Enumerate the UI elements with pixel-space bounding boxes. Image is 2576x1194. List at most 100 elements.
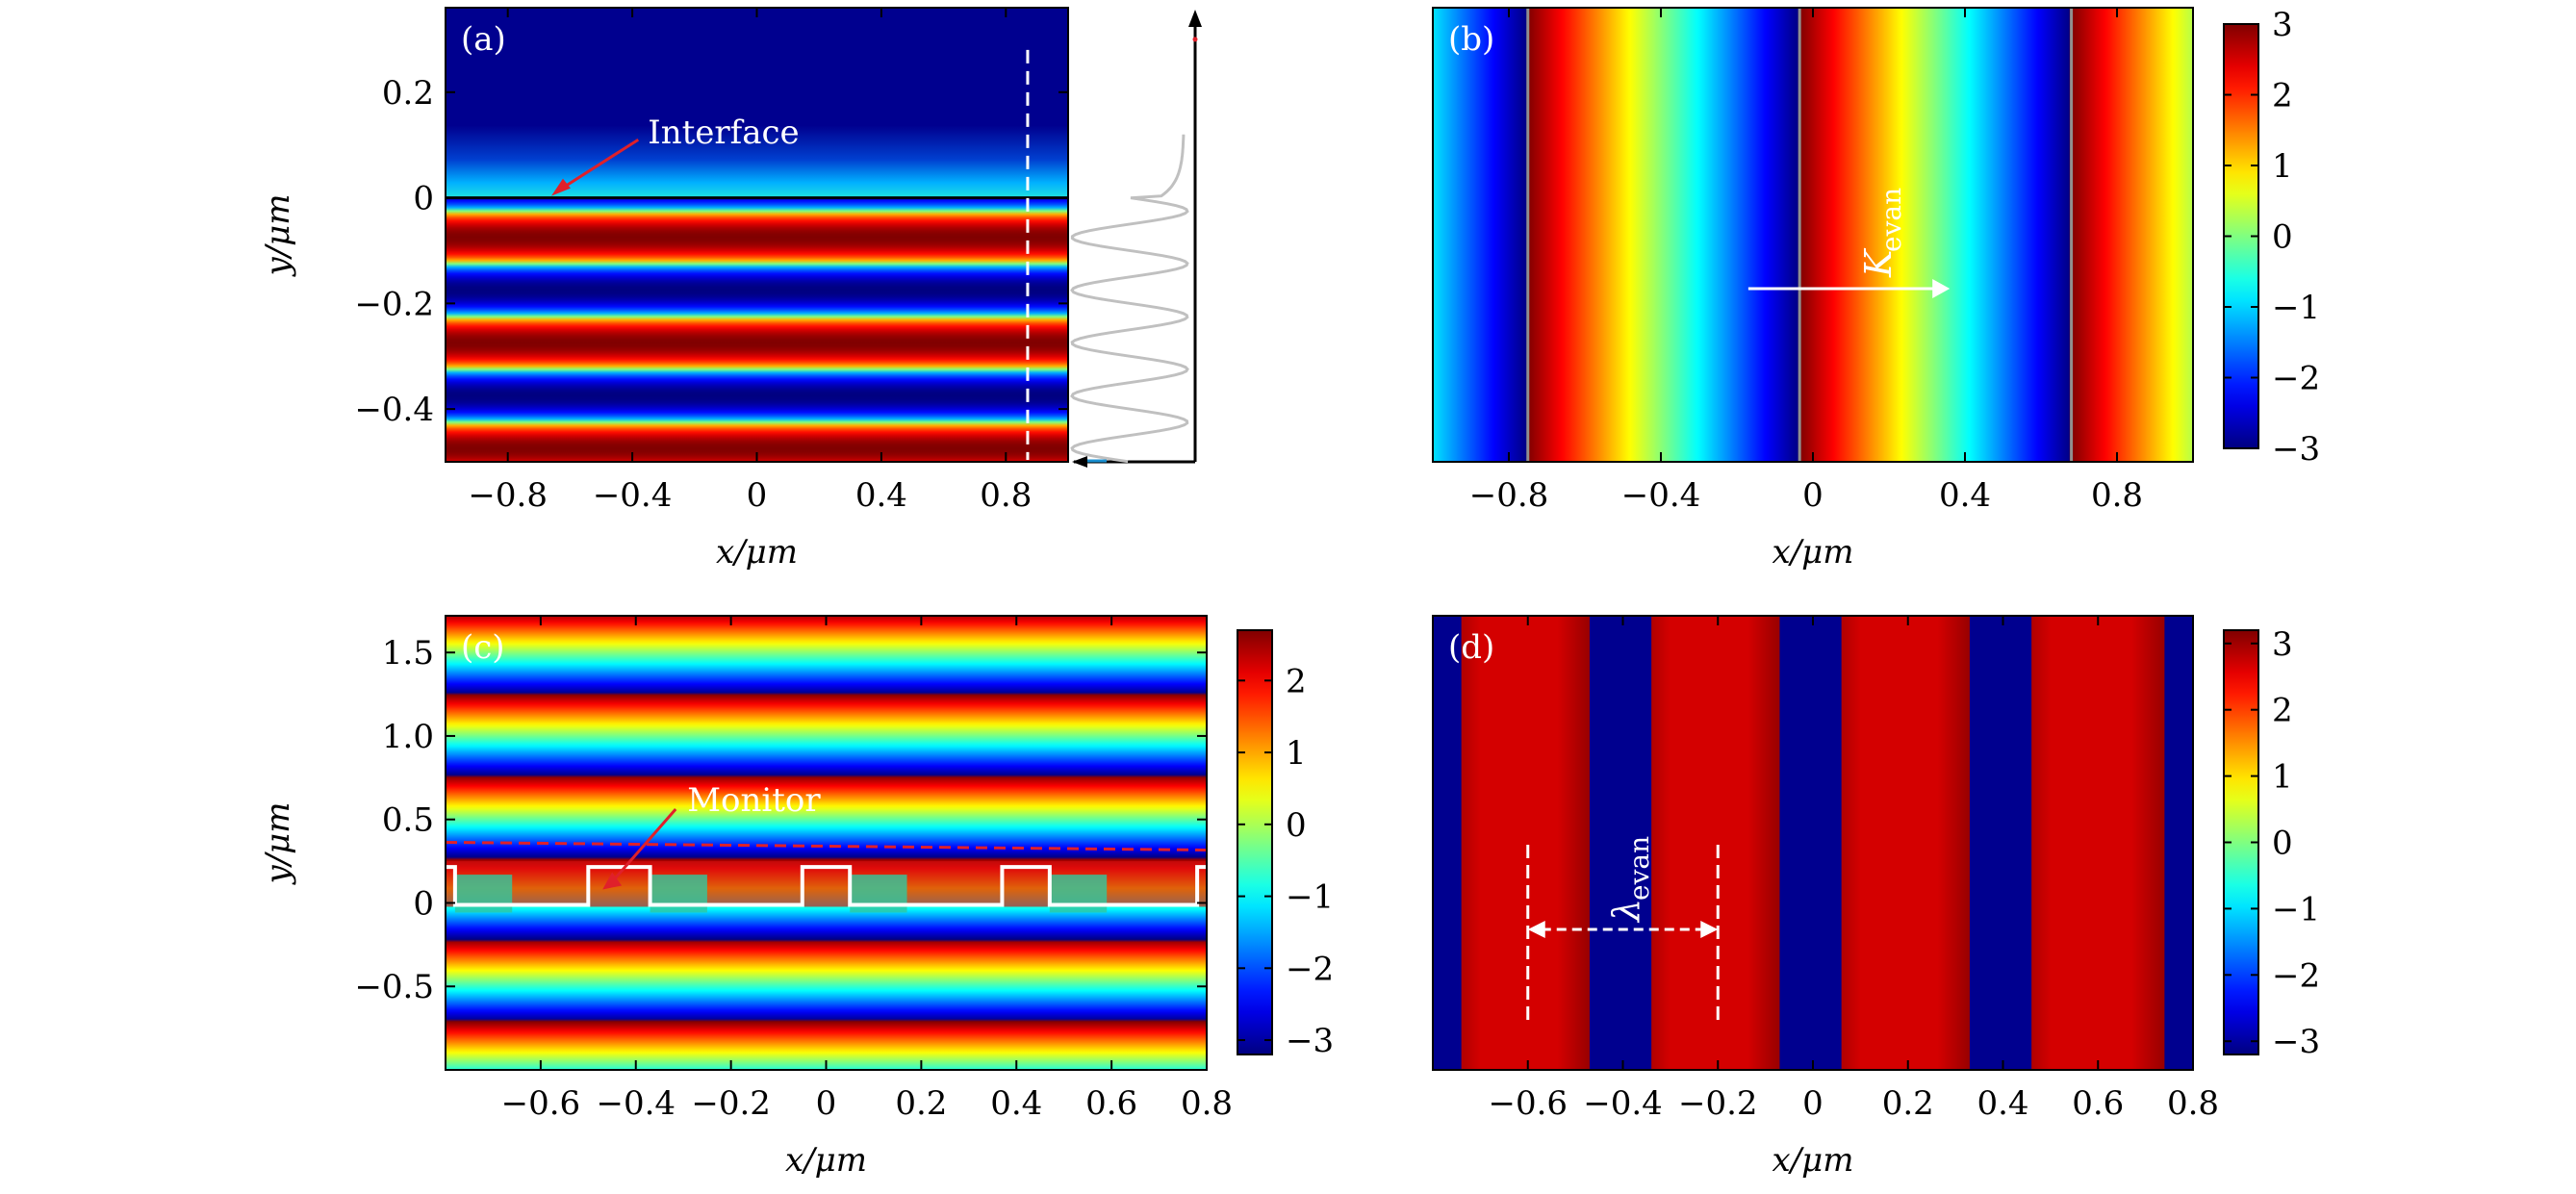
lambda-arrowhead-right bbox=[1700, 921, 1719, 938]
y-tick-label: 1.5 bbox=[382, 634, 434, 673]
red-phase-band bbox=[1651, 616, 1780, 1070]
x-tick-label: 0.4 bbox=[990, 1084, 1042, 1123]
colorbar-tick-label: 2 bbox=[1286, 662, 1307, 700]
panel-b-field bbox=[1433, 8, 2193, 462]
interface-annotation-arrow bbox=[558, 138, 640, 191]
y-tick-label: −0.2 bbox=[354, 285, 434, 323]
x-tick-label: 0.4 bbox=[1977, 1084, 2028, 1123]
inset-marker-dot bbox=[1192, 37, 1198, 42]
panel-c-overlays bbox=[445, 808, 1208, 913]
x-tick-label: 0.6 bbox=[2072, 1084, 2124, 1123]
red-phase-band bbox=[1841, 616, 1970, 1070]
meta-atom-core bbox=[650, 875, 707, 913]
panel-c-colorbar: 2 1 0 −1 −2 −3 bbox=[1237, 629, 1334, 1060]
panel-c-label: (c) bbox=[461, 628, 505, 667]
x-tick-label: 0.8 bbox=[2091, 476, 2143, 515]
x-tick-label: 0.2 bbox=[895, 1084, 947, 1123]
meta-atom-core bbox=[850, 875, 907, 913]
panel-c: −0.6 −0.4 −0.2 0 0.2 0.4 0.6 0.81.51.00.50−0.5 … bbox=[259, 615, 1334, 1180]
panel-a-label: (a) bbox=[461, 20, 506, 59]
phase-gradient-field bbox=[1433, 8, 2193, 462]
x-tick-label: −0.4 bbox=[596, 1084, 676, 1123]
panel-a-field bbox=[446, 8, 1068, 462]
y-tick-label: 0 bbox=[413, 884, 434, 923]
panel-c-axes: −0.6 −0.4 −0.2 0 0.2 0.4 0.6 0.8 1.5 1.0 0.5 0 −0.5 bbox=[354, 616, 1233, 1123]
panel-b-axes: −0.8 −0.4 0 0.4 0.8 bbox=[1469, 8, 2143, 515]
panel-d-field bbox=[1433, 616, 2193, 1070]
panel-b-label: (b) bbox=[1448, 20, 1494, 59]
y-tick-label: −0.5 bbox=[354, 968, 434, 1006]
colorbar-tick-label: 2 bbox=[2272, 77, 2293, 115]
monitor-annotation-arrowhead bbox=[602, 872, 623, 890]
phase-gradient-field bbox=[446, 616, 1207, 1070]
y-tick-label: −0.4 bbox=[354, 391, 434, 429]
standing-wave-region bbox=[446, 197, 1068, 462]
interface-annotation-arrowhead bbox=[550, 178, 571, 196]
panel-d-axes: −0.6 −0.4 −0.2 0 0.2 0.4 0.6 0.8 bbox=[1488, 616, 2219, 1123]
inset-arrowhead-up bbox=[1188, 10, 1202, 27]
colorbar-tick-label: −2 bbox=[2272, 956, 2320, 995]
x-tick-label: 0.8 bbox=[1181, 1084, 1233, 1123]
colorbar-tick-label: −3 bbox=[1286, 1022, 1334, 1060]
red-phase-band bbox=[2031, 616, 2165, 1070]
evanescent-region bbox=[446, 8, 1068, 198]
colorbar-tick-label: −3 bbox=[2272, 430, 2320, 469]
x-tick-label: −0.6 bbox=[1488, 1084, 1568, 1123]
colorbar-tick-label: 3 bbox=[2272, 6, 2293, 44]
x-tick-label: 0.4 bbox=[855, 476, 907, 515]
colorbar-frame bbox=[1237, 629, 1273, 1055]
panel-d-lambda-main: λ bbox=[1605, 899, 1647, 924]
panel-b-xlabel: x/μm bbox=[1773, 533, 1854, 572]
panel-a-interface-annotation: Interface bbox=[648, 114, 799, 152]
meta-atom-core bbox=[454, 875, 513, 913]
colorbar-tick-label: −2 bbox=[2272, 360, 2320, 398]
panel-c-field bbox=[446, 616, 1207, 1070]
panel-a-overlays bbox=[446, 49, 1068, 460]
panel-d-lambda-label: λ evan bbox=[1605, 836, 1655, 924]
y-tick-label: 0 bbox=[413, 180, 434, 218]
x-tick-label: −0.8 bbox=[1469, 476, 1549, 515]
x-tick-label: 0 bbox=[1802, 476, 1824, 515]
colorbar-tick-label: 0 bbox=[2272, 218, 2293, 257]
x-tick-label: 0.4 bbox=[1939, 476, 1991, 515]
x-tick-label: 0.8 bbox=[2167, 1084, 2219, 1123]
k-evan-arrowhead bbox=[1932, 279, 1951, 298]
inset-profile-curve bbox=[1070, 134, 1189, 464]
x-tick-label: 0 bbox=[816, 1084, 837, 1123]
panel-a-ylabel: y/μm bbox=[259, 194, 297, 278]
red-phase-band bbox=[1461, 616, 1590, 1070]
panel-a-xlabel: x/μm bbox=[716, 533, 798, 572]
colorbar-tick-label: −1 bbox=[2272, 890, 2320, 928]
colorbar-gradient bbox=[1237, 630, 1272, 1054]
x-tick-label: 0.2 bbox=[1882, 1084, 1934, 1123]
colorbar-tick-label: 0 bbox=[1286, 806, 1307, 845]
panel-d-xlabel: x/μm bbox=[1773, 1141, 1854, 1180]
colorbar-tick-label: 1 bbox=[2272, 758, 2293, 797]
panel-a-axes: −0.8 −0.4 0 0.4 0.8 0.2 0 −0.2 −0.4 bbox=[354, 8, 1068, 515]
panel-b: −0.8 −0.4 0 0.4 0.8 3 2 1 0 −1 −2 −3 (b) x/μm K ev… bbox=[1432, 6, 2320, 572]
metasurface-outline bbox=[446, 865, 1207, 907]
panel-c-xlabel: x/μm bbox=[785, 1141, 867, 1180]
panel-a-profile-inset bbox=[1070, 10, 1202, 468]
inset-arrowhead-left bbox=[1072, 456, 1087, 468]
y-tick-label: 0.5 bbox=[382, 801, 434, 840]
monitor-annotation-arrow bbox=[611, 808, 677, 883]
colorbar-tick-label: 2 bbox=[2272, 692, 2293, 730]
colorbar-tick-label: 1 bbox=[1286, 734, 1307, 773]
panel-b-overlays bbox=[1526, 8, 2074, 462]
lambda-arrowhead-left bbox=[1527, 921, 1545, 938]
panel-b-k-label-main: K bbox=[1857, 247, 1900, 278]
x-tick-label: −0.8 bbox=[468, 476, 548, 515]
x-tick-label: −0.4 bbox=[1621, 476, 1701, 515]
panel-b-k-label-subscript: evan bbox=[1875, 188, 1907, 252]
colorbar-tick-label: −2 bbox=[1286, 950, 1334, 988]
x-tick-label: −0.4 bbox=[1583, 1084, 1663, 1123]
panel-c-monitor-annotation: Monitor bbox=[687, 781, 821, 820]
colorbar-tick-label: −3 bbox=[2272, 1023, 2320, 1061]
x-tick-label: 0 bbox=[747, 476, 768, 515]
panel-d-overlays bbox=[1526, 845, 1720, 1020]
panel-d: −0.6 −0.4 −0.2 0 0.2 0.4 0.6 0.8 3 2 1 0 −1 −2 −3 (d)… bbox=[1432, 615, 2320, 1180]
x-tick-label: 0 bbox=[1802, 1084, 1824, 1123]
panel-c-ylabel: y/μm bbox=[259, 802, 297, 886]
